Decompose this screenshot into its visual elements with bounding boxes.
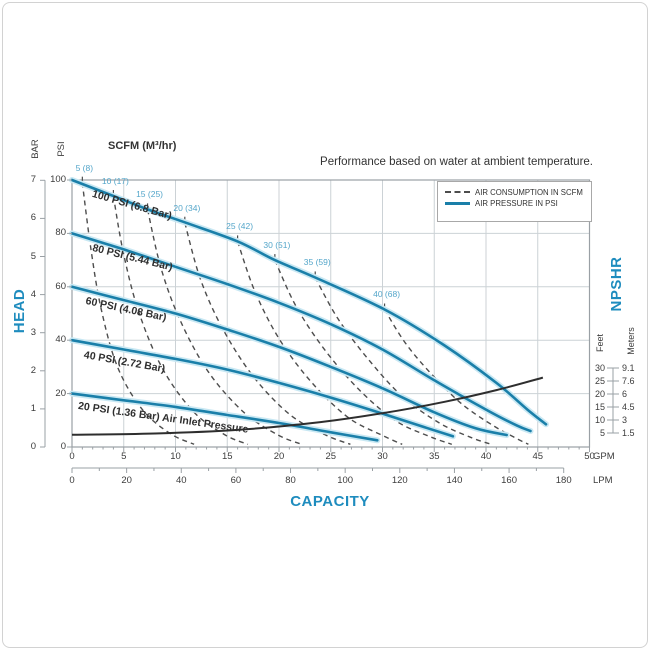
gpm-tick-label: 15 [221,451,233,462]
lpm-tick-label: 180 [555,475,572,486]
dashed-line-swatch-icon [445,191,470,193]
gpm-tick-label: 25 [325,451,337,462]
bar-tick-label: 4 [30,288,36,300]
air-pressure-curve [70,338,455,438]
feet-tick-label: 15 [594,401,605,412]
bar-tick-label: 0 [30,441,36,452]
feet-unit-label: Feet [595,334,605,353]
scfm-point-label: 25 (42) [226,221,254,232]
psi-tick-label: 100 [50,174,66,185]
feet-tick-label: 20 [594,388,605,399]
lpm-tick-label: 20 [121,475,132,486]
gpm-tick-label: 40 [480,451,492,462]
lpm-tick-label: 120 [391,475,408,486]
lpm-tick-label: 60 [230,475,242,486]
feet-tick-label: 10 [594,414,605,425]
bar-unit-label: BAR [30,139,41,159]
gpm-tick-label: 50 [584,451,595,462]
chart-title: Performance based on water at ambient te… [320,156,593,168]
feet-tick-label: 30 [594,362,605,373]
scfm-point-label: 40 (68) [373,289,401,300]
solid-line-swatch-icon [445,201,470,205]
lpm-tick-label: 100 [337,475,354,486]
air-consumption-curve [146,209,303,445]
gpm-unit-label: GPM [593,451,615,462]
legend-label: AIR PRESSURE IN PSI [475,198,558,208]
bar-tick-label: 2 [30,364,36,376]
meters-tick-label: 7.6 [622,375,635,386]
gpm-tick-label: 5 [121,451,127,462]
air-pressure-curve [70,178,548,426]
scfm-point-label: 5 (8) [75,162,94,173]
scfm-axis-header: SCFM (M³/hr) [108,140,177,152]
scfm-point-label: 15 (25) [136,189,164,200]
scfm-point-label: 10 (17) [101,176,129,187]
psi-unit-label: PSI [56,141,67,157]
air-pressure-curve [70,392,379,442]
lpm-tick-label: 80 [285,475,296,486]
bar-tick-label: 7 [30,174,36,186]
legend-item-air-consumption: AIR CONSUMPTION IN SCFM [445,187,591,197]
gpm-tick-label: 20 [273,451,285,462]
scfm-point-label: 35 (59) [303,257,331,268]
lpm-tick-label: 40 [175,475,187,486]
lpm-unit-label: LPM [593,475,613,486]
meters-tick-label: 1.5 [622,427,635,438]
gpm-tick-label: 10 [170,451,181,462]
lpm-tick-label: 160 [501,475,517,486]
legend-label: AIR CONSUMPTION IN SCFM [475,187,583,197]
air-pressure-curve [70,232,532,433]
air-consumption-curve [112,195,249,445]
psi-tick-label: 40 [55,334,66,346]
gpm-tick-label: 35 [428,451,440,462]
feet-tick-label: 5 [599,427,605,438]
psi-tick-label: 20 [55,387,66,399]
legend-item-air-pressure: AIR PRESSURE IN PSI [445,198,591,208]
gpm-tick-label: 45 [532,451,544,462]
npshr-curve [71,376,544,436]
meters-tick-label: 4.5 [622,401,635,412]
bar-tick-label: 3 [30,326,36,338]
psi-tick-label: 60 [55,280,66,292]
head-axis-title: HEAD [11,288,28,334]
air-consumption-curve [384,309,529,445]
chart-legend: AIR CONSUMPTION IN SCFM AIR PRESSURE IN … [437,181,592,222]
capacity-axis-title: CAPACITY [290,493,370,510]
bar-tick-label: 5 [30,250,36,262]
gpm-tick-label: 0 [69,451,75,462]
air-consumption-curve [274,259,453,445]
psi-tick-label: 80 [55,227,66,239]
meters-unit-label: Meters [626,327,636,355]
psi-tick-label: 0 [60,441,66,452]
meters-tick-label: 3 [622,414,628,425]
scfm-point-label: 30 (51) [263,240,291,251]
gpm-tick-label: 30 [377,451,388,462]
meters-tick-label: 9.1 [622,362,635,373]
lpm-tick-label: 0 [69,475,75,486]
feet-tick-label: 25 [594,375,605,386]
meters-tick-label: 6 [622,388,628,399]
lpm-tick-label: 140 [446,475,463,486]
scfm-point-label: 20 (34) [173,202,201,213]
bar-tick-label: 1 [30,402,36,414]
bar-tick-label: 6 [30,212,36,224]
npshr-axis-title: NPSHR [608,256,625,312]
air-pressure-curve [70,285,508,437]
